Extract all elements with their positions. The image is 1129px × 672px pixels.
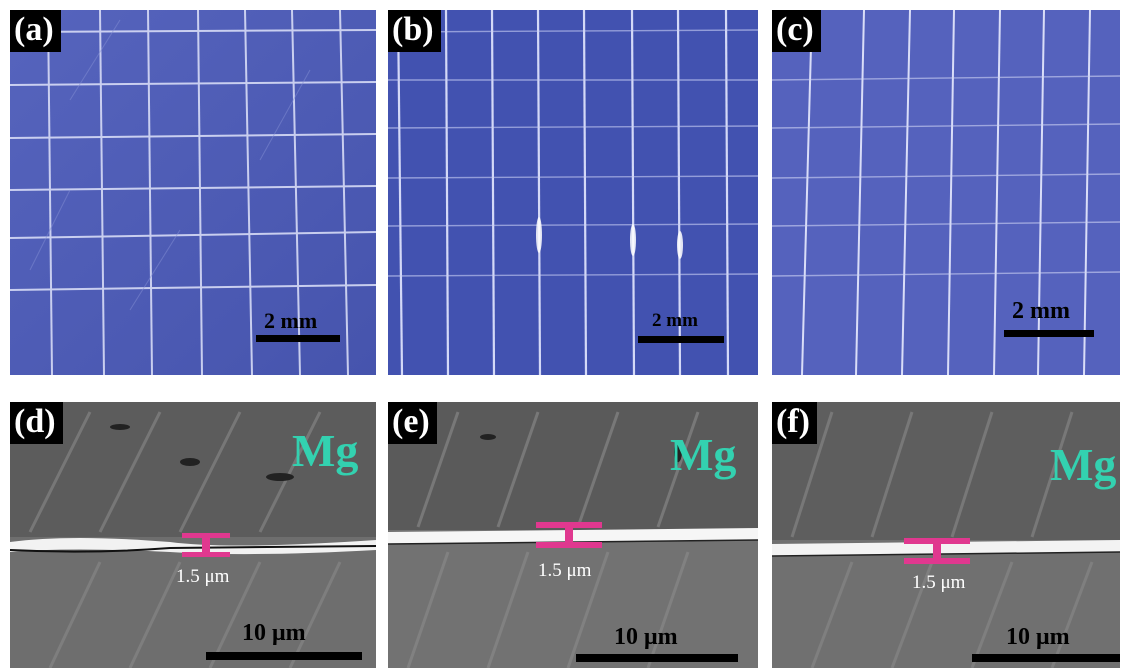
scale-bar-label: 2 mm [652,310,698,331]
panel-label: (c) [772,10,821,52]
thickness-label: 1.5 μm [176,566,230,587]
panel-label: (a) [10,10,61,52]
scale-bar [638,336,724,343]
material-label: Mg [1050,439,1117,490]
thickness-marker-icon [182,533,230,557]
scale-bar [1004,330,1094,337]
panel-label: (f) [772,402,817,444]
scale-bar [576,654,738,662]
thickness-marker-icon [536,522,602,548]
thickness-marker-icon [904,538,970,564]
panel-label: (e) [388,402,437,444]
material-label: Mg [292,425,359,476]
scale-bar-label: 2 mm [264,308,318,333]
optical-image-c [772,10,1120,375]
scale-bar [256,335,340,342]
scale-bar [972,654,1120,662]
panel-d: (d) Mg 1.5 μm 10 μm [10,402,376,668]
scale-bar-label: 10 μm [1006,624,1070,650]
optical-image-b [388,10,758,375]
scale-bar-label: 2 mm [1012,298,1070,324]
panel-f: (f) Mg 1.5 μm 10 μm [772,402,1120,668]
panel-c: (c) 2 mm [772,10,1120,375]
scale-bar [206,652,362,660]
panel-e: (e) Mg 1.5 μm 10 μm [388,402,758,668]
optical-image-a [10,10,376,375]
thickness-label: 1.5 μm [912,572,966,593]
panel-a: (a) 2 mm [10,10,376,375]
panel-label: (b) [388,10,441,52]
panel-b: (b) 2 mm [388,10,758,375]
scale-bar-label: 10 μm [242,620,306,646]
panel-label: (d) [10,402,63,444]
scale-bar-label: 10 μm [614,624,678,650]
sem-image-f [772,402,1120,668]
material-label: Mg [670,429,737,480]
thickness-label: 1.5 μm [538,560,592,581]
